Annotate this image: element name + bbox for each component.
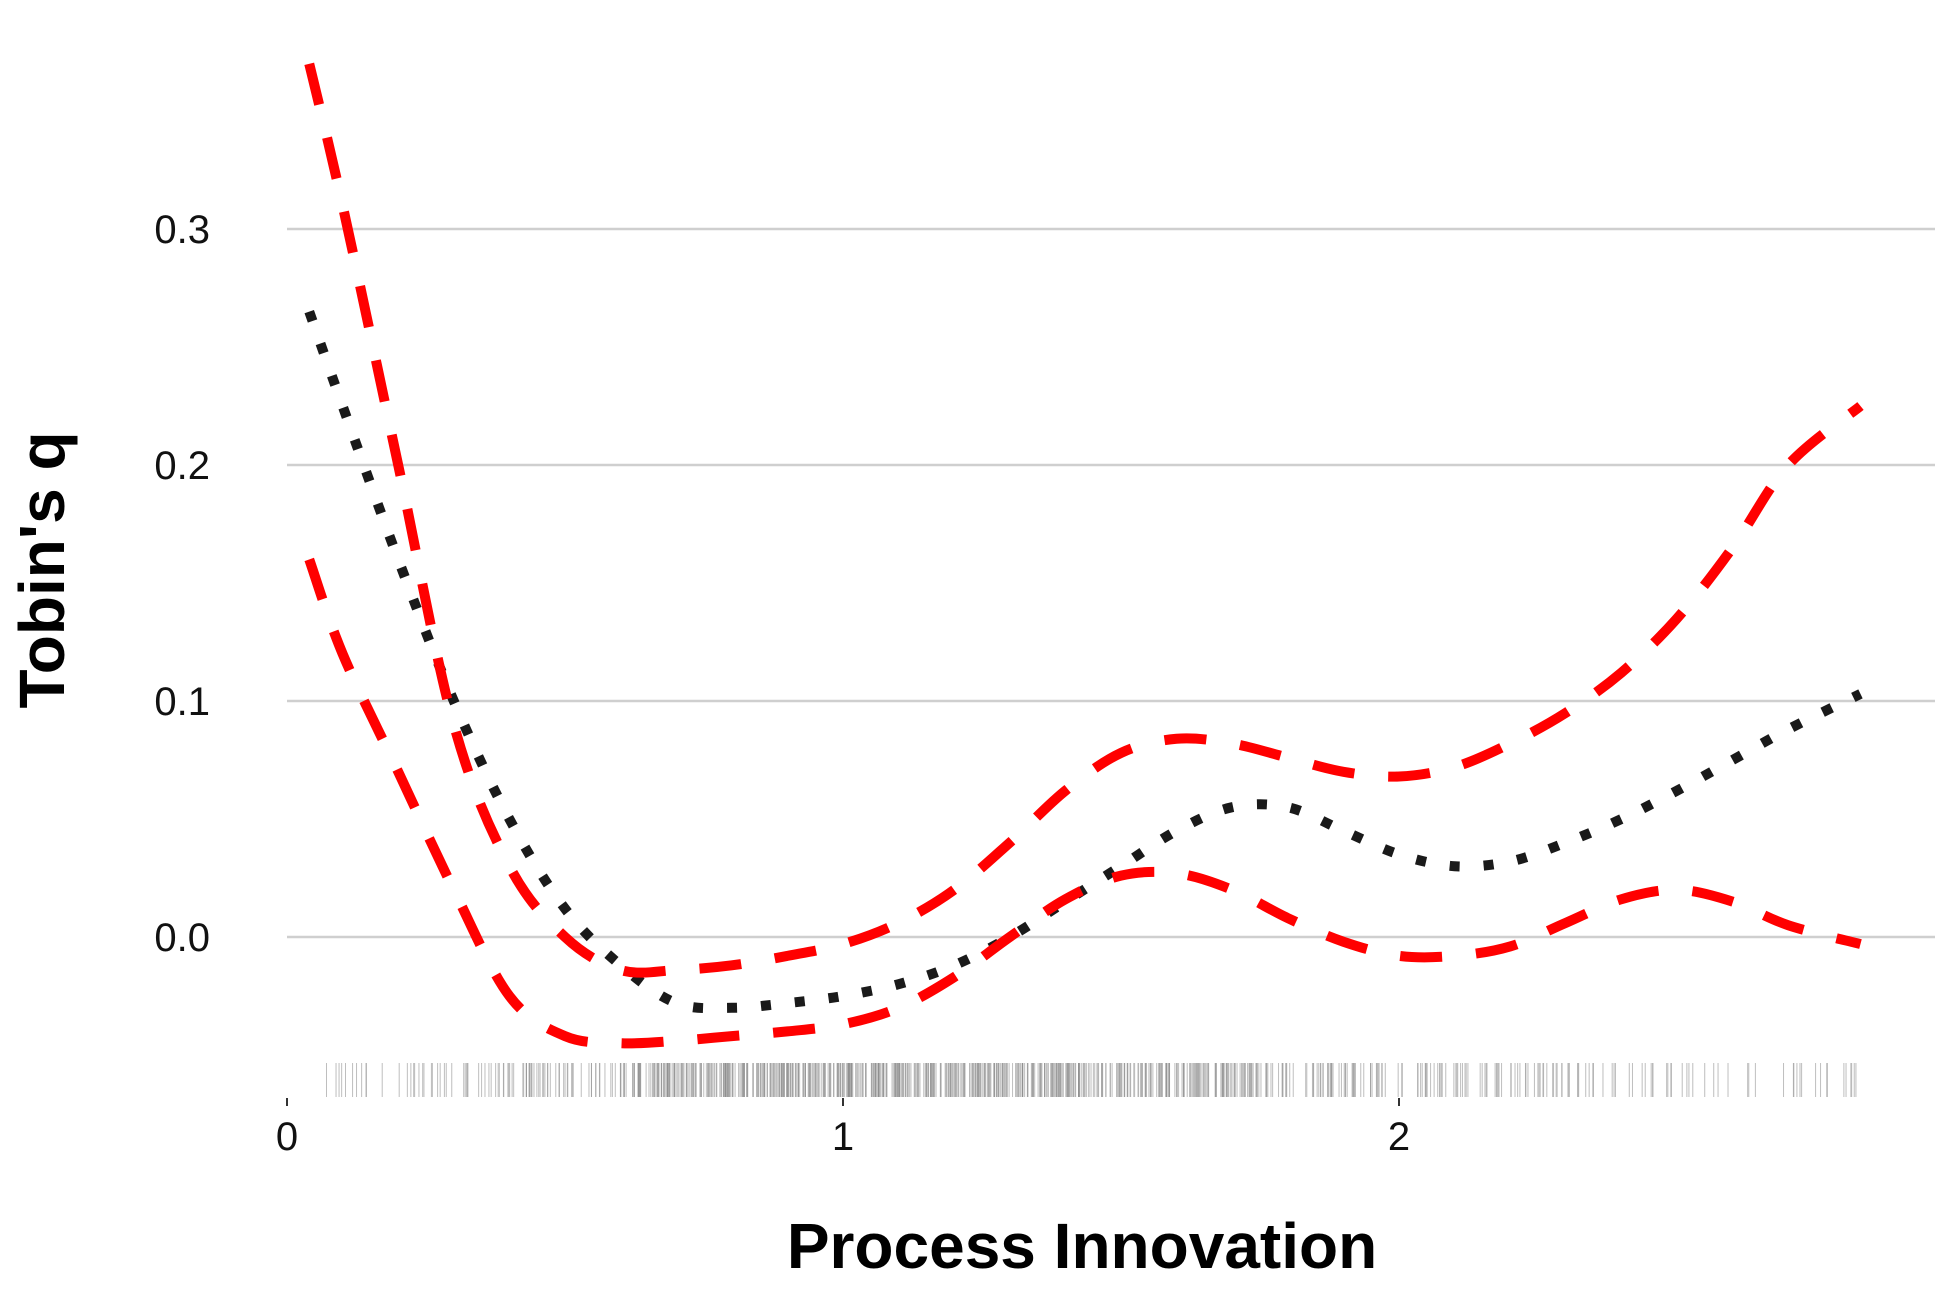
x-tick-label: 2 <box>1388 1115 1410 1159</box>
x-axis: 0 1 2 <box>276 1098 1410 1159</box>
upper-ci-line <box>304 62 1864 978</box>
series-lines <box>304 62 1864 1049</box>
y-tick-label: 0.3 <box>154 208 210 252</box>
y-tick-label: 0.0 <box>154 916 210 960</box>
y-axis: 0.0 0.1 0.2 0.3 <box>154 208 210 960</box>
estimate-line <box>304 309 1863 1014</box>
x-tick-label: 1 <box>832 1115 854 1159</box>
lower-ci-line <box>304 557 1862 1049</box>
gridlines <box>287 227 1935 939</box>
x-tick-label: 0 <box>276 1115 298 1159</box>
y-tick-label: 0.2 <box>154 444 210 488</box>
rug-plot <box>326 1063 1857 1097</box>
y-axis-title: Tobin's q <box>6 431 78 708</box>
x-axis-title: Process Innovation <box>787 1210 1377 1282</box>
y-tick-label: 0.1 <box>154 680 210 724</box>
